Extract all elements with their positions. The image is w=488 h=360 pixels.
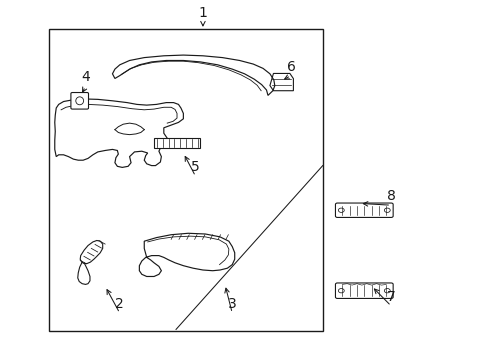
FancyBboxPatch shape xyxy=(335,283,392,298)
Text: 8: 8 xyxy=(386,189,395,203)
Ellipse shape xyxy=(76,97,83,105)
Text: 1: 1 xyxy=(198,6,207,19)
Bar xyxy=(154,138,200,148)
Text: 4: 4 xyxy=(81,71,90,84)
Text: 3: 3 xyxy=(227,297,236,311)
FancyBboxPatch shape xyxy=(71,93,88,109)
Text: 5: 5 xyxy=(191,161,200,174)
FancyBboxPatch shape xyxy=(335,203,392,217)
Text: 6: 6 xyxy=(286,60,295,73)
Bar xyxy=(49,29,322,331)
Text: 2: 2 xyxy=(115,297,124,311)
Text: 7: 7 xyxy=(386,290,395,304)
